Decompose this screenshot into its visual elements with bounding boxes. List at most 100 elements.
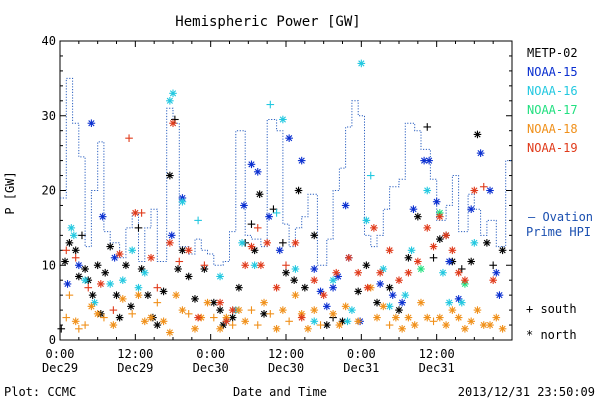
north-point — [184, 246, 193, 255]
north-point — [279, 306, 287, 314]
north-point — [275, 246, 284, 255]
north-point — [272, 324, 281, 333]
north-point — [429, 242, 438, 251]
north-point — [166, 171, 174, 180]
north-point — [489, 276, 497, 284]
north-point — [235, 283, 243, 292]
south-point — [266, 310, 275, 318]
north-point — [216, 306, 224, 314]
north-point — [304, 324, 312, 333]
south-point — [109, 306, 118, 314]
north-point — [184, 272, 193, 281]
ovation-label-line1: — Ovation — [528, 210, 593, 224]
x-tick-date-label: Dec30 — [193, 361, 229, 375]
south-point — [175, 257, 184, 266]
north-point — [118, 276, 127, 284]
north-point — [88, 291, 97, 299]
north-point — [436, 212, 444, 221]
marker-key: + south * north — [526, 302, 577, 342]
north-point — [291, 291, 300, 299]
north-point — [257, 261, 265, 270]
plot-area-border — [59, 40, 513, 341]
south-point — [253, 321, 262, 329]
north-point — [127, 302, 135, 311]
north-point — [357, 59, 366, 68]
south-point — [366, 171, 375, 180]
north-point — [250, 246, 259, 255]
x-tick-time-label: 0:00 — [46, 347, 75, 361]
north-point — [169, 119, 177, 128]
south-point — [228, 321, 237, 329]
north-point — [169, 89, 177, 98]
north-point — [291, 265, 300, 273]
north-point — [486, 321, 494, 329]
north-point — [98, 212, 107, 221]
x-tick-date-label: Dec31 — [343, 361, 379, 375]
x-tick-time-label: 12:00 — [268, 347, 304, 361]
south-point — [423, 123, 432, 131]
north-point — [442, 231, 450, 240]
south-point — [210, 313, 218, 322]
north-point — [263, 239, 271, 247]
north-point — [417, 298, 425, 307]
south-point — [125, 134, 133, 142]
north-point — [167, 231, 176, 240]
marker-key-south: + south — [526, 302, 577, 316]
north-point — [398, 298, 406, 307]
north-point — [439, 268, 447, 277]
north-point — [260, 310, 268, 318]
y-tick-label: 40 — [42, 34, 56, 48]
north-point — [410, 321, 419, 329]
north-point — [61, 257, 69, 266]
south-point — [272, 209, 281, 217]
north-point — [492, 313, 501, 322]
south-point — [429, 253, 438, 262]
north-point — [291, 239, 300, 247]
x-tick-time-label: 12:00 — [117, 347, 153, 361]
north-point — [140, 268, 149, 277]
north-point — [467, 257, 475, 266]
south-point — [266, 100, 275, 109]
north-point — [329, 283, 337, 292]
north-point — [106, 242, 115, 251]
north-point — [473, 130, 482, 139]
south-point — [247, 306, 256, 314]
north-point — [388, 291, 397, 299]
legend-entry: METP-02 — [527, 46, 578, 60]
north-point — [178, 306, 187, 314]
north-point — [81, 265, 89, 273]
north-point — [71, 317, 80, 326]
north-point — [425, 156, 433, 165]
north-point — [461, 324, 469, 333]
north-point — [191, 324, 199, 333]
north-point — [194, 313, 202, 322]
north-point — [265, 212, 273, 221]
north-point — [115, 250, 124, 258]
north-point — [319, 291, 328, 299]
north-point — [159, 287, 168, 296]
north-point — [486, 186, 494, 195]
south-point — [457, 265, 466, 273]
north-point — [343, 317, 352, 326]
north-point — [395, 276, 403, 284]
north-point — [329, 310, 337, 318]
south-point — [479, 182, 488, 191]
marker-key-north: * north — [526, 328, 577, 342]
north-point — [97, 280, 105, 288]
series-metp-02 — [57, 115, 507, 333]
y-axis-ticks: 0 10 20 30 40 — [42, 34, 512, 347]
north-point — [118, 295, 127, 303]
south-point — [62, 313, 71, 322]
north-point — [483, 239, 491, 247]
south-point — [285, 317, 293, 326]
north-point — [279, 115, 287, 124]
north-point — [294, 186, 303, 195]
south-point — [71, 253, 80, 262]
north-point — [81, 276, 89, 284]
north-point — [87, 119, 96, 128]
north-point — [348, 306, 356, 314]
north-point — [498, 246, 507, 255]
north-point — [112, 291, 121, 299]
north-point — [250, 261, 259, 270]
